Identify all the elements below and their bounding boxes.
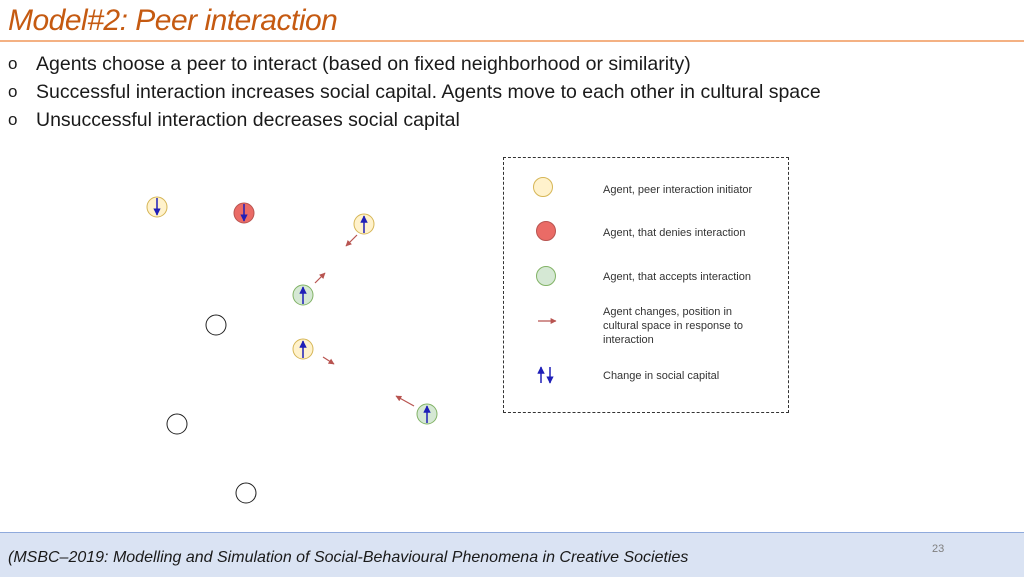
agent-accepts-node — [416, 403, 438, 425]
movement-arrow — [314, 272, 326, 284]
title-divider — [0, 40, 1024, 42]
bullet-item: o Agents choose a peer to interact (based… — [8, 50, 821, 78]
movement-arrow — [322, 356, 335, 365]
legend-box — [503, 157, 789, 413]
agent-initiator-node — [292, 338, 314, 360]
legend-accepts-swatch — [536, 266, 556, 286]
agent-denies-node — [233, 202, 255, 224]
agent-neutral-node — [205, 314, 227, 336]
legend-denies-swatch — [536, 221, 556, 241]
agent-neutral-node — [235, 482, 257, 504]
bullet-item: o Successful interaction increases social… — [8, 78, 821, 106]
agent-initiator-node — [353, 213, 375, 235]
bullet-marker: o — [8, 82, 18, 101]
bullet-text: Agents choose a peer to interact (based … — [36, 52, 691, 75]
bullet-list: o Agents choose a peer to interact (based… — [8, 50, 821, 134]
agent-initiator-node — [146, 196, 168, 218]
footer-bar: (MSBC–2019: Modelling and Simulation of … — [0, 532, 1024, 577]
legend-initiator-swatch — [533, 177, 553, 197]
bullet-marker: o — [8, 110, 18, 129]
bullet-item: o Unsuccessful interaction decreases soci… — [8, 106, 821, 134]
agent-neutral-node — [166, 413, 188, 435]
legend-label-movement: Agent changes, position in cultural spac… — [603, 306, 744, 346]
movement-arrow — [345, 234, 358, 247]
movement-arrow — [395, 395, 415, 407]
agent-accepts-node — [292, 284, 314, 306]
legend-label-accepts: Agent, that accepts interaction — [603, 271, 751, 283]
legend-label-capital: Change in social capital — [603, 370, 720, 382]
page-number: 23 — [932, 543, 945, 555]
slide-title: Model#2: Peer interaction — [8, 4, 338, 37]
footer-citation: (MSBC–2019: Modelling and Simulation of … — [8, 549, 689, 566]
bullet-text: Unsuccessful interaction decreases socia… — [36, 108, 460, 131]
legend-label-denies: Agent, that denies interaction — [603, 227, 746, 239]
bullet-marker: o — [8, 54, 18, 73]
bullet-text: Successful interaction increases social … — [36, 80, 821, 103]
legend-capital-arrows — [537, 366, 554, 384]
legend-label-initiator: Agent, peer interaction initiator — [603, 184, 753, 196]
